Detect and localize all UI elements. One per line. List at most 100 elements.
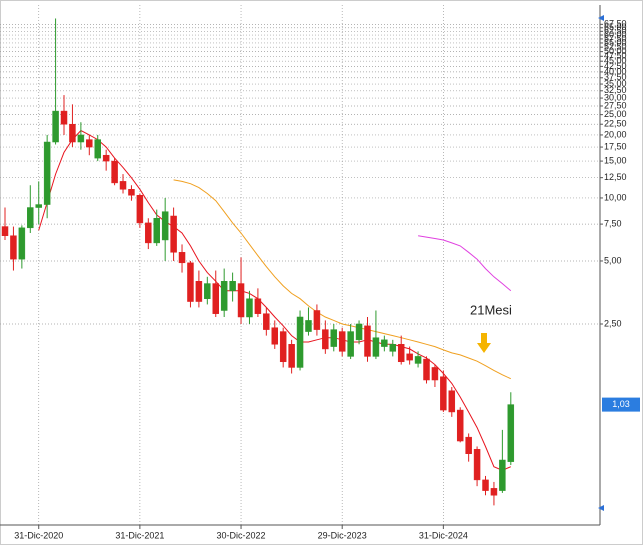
candle-body [119, 181, 127, 190]
candle-body [279, 331, 287, 363]
y-tick-label: 32,50 [604, 85, 627, 95]
y-tick-label: 67,50 [604, 19, 627, 29]
candle-body [397, 344, 405, 363]
candle-body [456, 409, 464, 442]
candle-body [347, 331, 354, 357]
candle-body [490, 488, 498, 496]
candle-body [195, 281, 203, 302]
candle-body [204, 283, 211, 299]
y-tick-label: 47,50 [604, 51, 627, 61]
y-tick-label: 55,00 [604, 37, 627, 47]
candle-body [330, 329, 338, 347]
y-tick-label: 40,00 [604, 66, 627, 76]
y-tick-label: 60,00 [604, 29, 627, 39]
candle-body [305, 320, 312, 332]
candle-body [94, 139, 101, 159]
y-tick-label: 25,00 [604, 109, 627, 119]
annotation-arrow [477, 333, 491, 353]
candle-body [473, 449, 481, 481]
candle-body [111, 160, 118, 184]
candle-body [153, 217, 160, 244]
candle-body [27, 207, 34, 229]
y-tick-label: 65,00 [604, 22, 627, 32]
candle-body [1, 226, 9, 236]
x-tick-label: 31-Dic-2024 [419, 530, 468, 540]
candle-body [355, 323, 363, 341]
y-tick-label: 37,50 [604, 72, 627, 82]
y-tick-label: 22,50 [604, 119, 627, 129]
candle-body [43, 141, 51, 205]
y-tick-label: 2,50 [604, 318, 622, 328]
moving-average [418, 235, 512, 292]
candle-body [372, 337, 380, 357]
candle-body [381, 339, 388, 347]
candle-body [212, 283, 219, 314]
candle-body [288, 344, 295, 368]
candle-body [136, 195, 144, 224]
y-tick-label: 45,00 [604, 56, 627, 66]
last-price-label: 1,03 [612, 399, 630, 409]
candle-body [77, 134, 85, 143]
y-tick-label: 62,50 [604, 26, 627, 36]
annotation: 21Mesi [470, 302, 512, 317]
y-tick-label: 5,00 [604, 255, 622, 265]
candle-body [414, 356, 422, 364]
candle-body [128, 189, 135, 196]
last-price-box [602, 397, 640, 412]
y-tick-label: 20,00 [604, 129, 627, 139]
candle-body [69, 123, 76, 143]
y-tick-label: 7,50 [604, 218, 622, 228]
candle-body [10, 235, 17, 260]
x-tick-label: 30-Dic-2022 [217, 530, 266, 540]
candle-body [86, 139, 93, 148]
candle-body [271, 327, 279, 345]
candle-body [178, 252, 186, 264]
candle-body [229, 281, 236, 292]
candle-body [18, 227, 26, 260]
axis-marker [598, 15, 604, 21]
candle-body [389, 344, 397, 352]
candle-body [52, 110, 59, 143]
candle-body [254, 298, 262, 314]
y-tick-label: 17,50 [604, 141, 627, 151]
candle-body [220, 281, 228, 311]
candle-body [35, 204, 42, 208]
candle-body [161, 211, 169, 241]
candle-body [60, 110, 68, 125]
grid [0, 5, 600, 525]
moving-average [173, 179, 512, 380]
candle-body [322, 329, 329, 350]
candle-body [187, 262, 194, 302]
candle-body [440, 376, 447, 411]
y-tick-label: 12,50 [604, 172, 627, 182]
y-tick-label: 10,00 [604, 192, 627, 202]
candle-body [507, 404, 515, 462]
candle-body [364, 325, 371, 357]
candle-body [170, 215, 177, 253]
candle-body [145, 222, 152, 244]
x-tick-label: 31-Dic-2021 [115, 530, 164, 540]
candle-body [102, 154, 110, 162]
y-tick-label: 30,00 [604, 92, 627, 102]
y-tick-label: 27,50 [604, 100, 627, 110]
candle-body [406, 353, 413, 361]
candle-body [296, 316, 304, 368]
y-tick-label: 52,50 [604, 42, 627, 52]
axis-marker [598, 505, 604, 511]
candle-body [499, 459, 506, 491]
candle-body [246, 298, 253, 318]
y-tick-label: 50,00 [604, 46, 627, 56]
y-tick-label: 15,00 [604, 155, 627, 165]
candle-body [431, 367, 439, 381]
x-tick-label: 29-Dic-2023 [318, 530, 367, 540]
candle-body [237, 283, 245, 318]
candle-body [338, 331, 346, 352]
candle-body [423, 358, 430, 381]
candle-body [313, 310, 321, 330]
candle-body [263, 313, 270, 330]
y-tick-label: 57,50 [604, 33, 627, 43]
x-tick-label: 31-Dic-2020 [14, 530, 63, 540]
candle-body [482, 479, 489, 491]
